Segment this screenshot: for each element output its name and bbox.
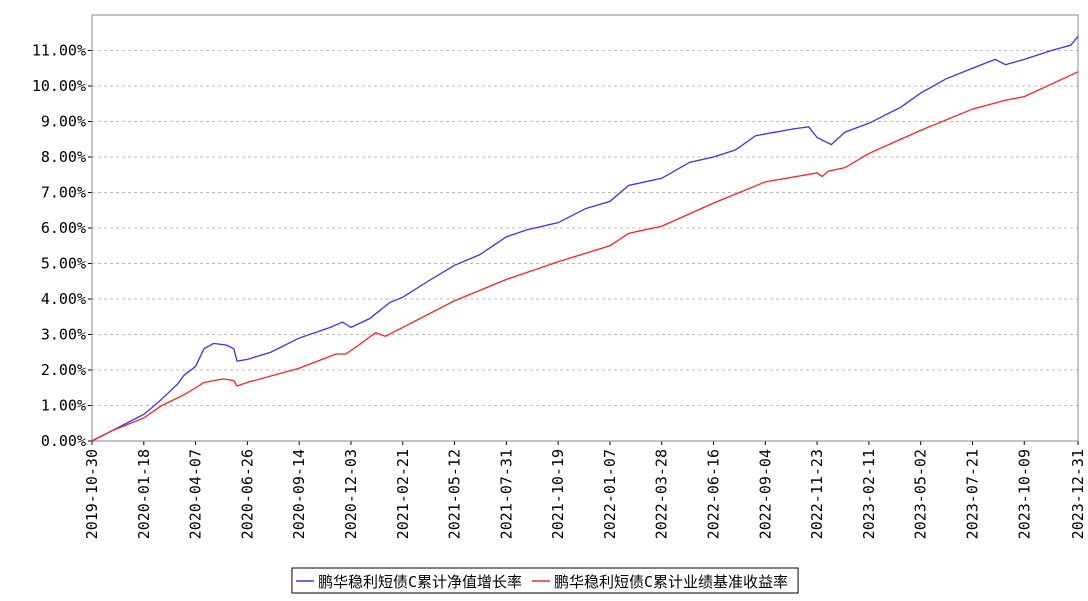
x-tick-label: 2019-10-30 <box>83 449 101 539</box>
x-tick-label: 2021-07-31 <box>497 449 515 539</box>
x-tick-label: 2020-04-07 <box>187 449 205 539</box>
y-tick-label: 4.00% <box>41 290 86 308</box>
x-tick-label: 2023-10-09 <box>1015 449 1033 539</box>
x-tick-label: 2021-05-12 <box>446 449 464 539</box>
y-tick-label: 8.00% <box>41 148 86 166</box>
x-tick-label: 2022-11-23 <box>808 449 826 539</box>
x-tick-label: 2020-06-26 <box>238 449 256 539</box>
x-tick-label: 2023-07-21 <box>963 449 981 539</box>
legend-label: 鹏华稳利短债C累计业绩基准收益率 <box>554 573 788 591</box>
y-tick-label: 2.00% <box>41 361 86 379</box>
y-tick-label: 10.00% <box>32 77 86 95</box>
x-tick-label: 2022-01-07 <box>601 449 619 539</box>
x-tick-label: 2020-09-14 <box>290 449 308 539</box>
x-tick-label: 2020-01-18 <box>135 449 153 539</box>
x-tick-label: 2021-10-19 <box>549 449 567 539</box>
x-tick-label: 2022-06-16 <box>705 449 723 539</box>
series-line <box>91 35 1079 442</box>
plot-frame <box>91 14 1079 442</box>
y-tick-label: 9.00% <box>41 113 86 131</box>
x-tick-label: 2022-03-28 <box>653 449 671 539</box>
y-tick-label: 7.00% <box>41 184 86 202</box>
y-tick-label: 5.00% <box>41 255 86 273</box>
legend: 鹏华稳利短债C累计净值增长率 鹏华稳利短债C累计业绩基准收益率 <box>291 567 799 594</box>
x-tick-label: 2022-09-04 <box>756 449 774 539</box>
x-tick-label: 2020-12-03 <box>342 449 360 539</box>
series-line <box>91 71 1079 442</box>
y-tick-label: 6.00% <box>41 219 86 237</box>
y-tick-label: 11.00% <box>32 42 86 60</box>
x-tick-label: 2023-05-02 <box>912 449 930 539</box>
legend-label: 鹏华稳利短债C累计净值增长率 <box>318 573 522 591</box>
y-tick-label: 0.00% <box>41 432 86 450</box>
x-tick-label: 2023-02-11 <box>860 449 878 539</box>
x-tick-label: 2021-02-21 <box>394 449 412 539</box>
y-tick-label: 3.00% <box>41 326 86 344</box>
x-tick-label: 2023-12-31 <box>1069 449 1087 539</box>
y-tick-label: 1.00% <box>41 397 86 415</box>
